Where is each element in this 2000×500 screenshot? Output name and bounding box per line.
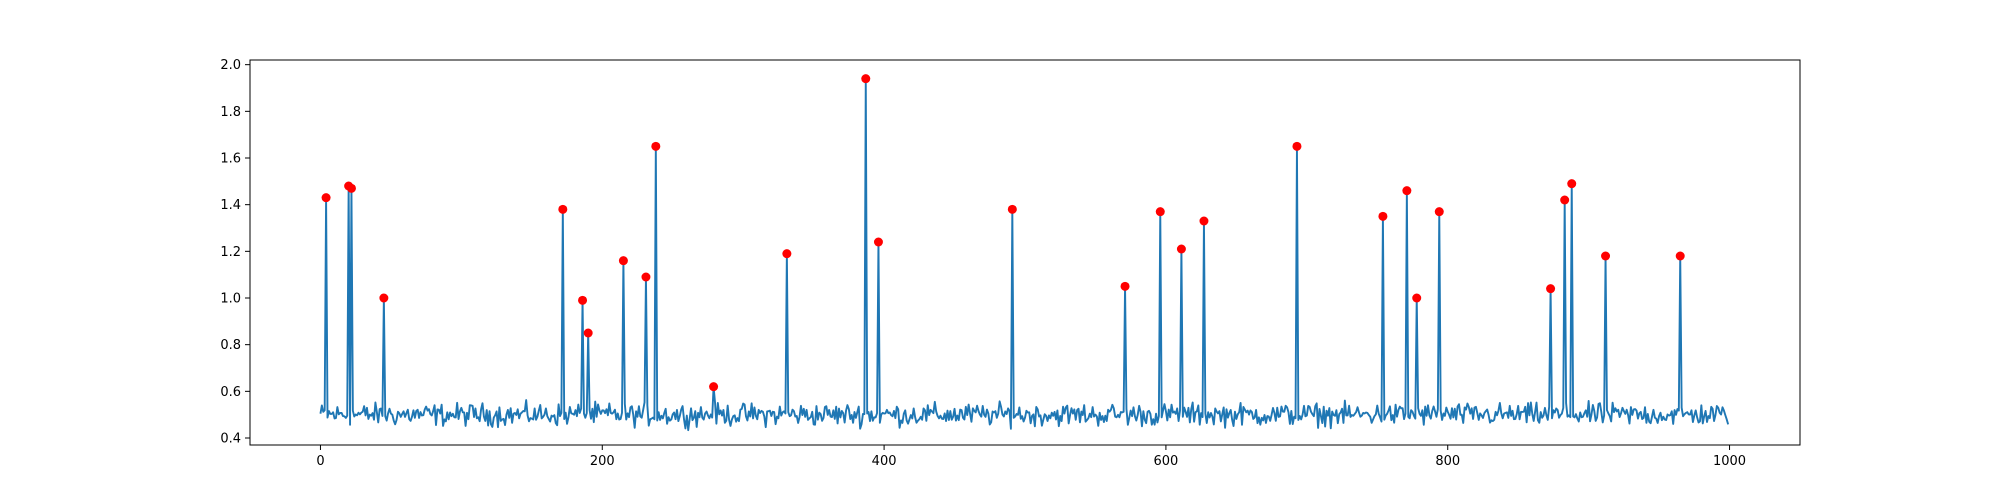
peak-marker — [558, 204, 568, 214]
peak-marker — [1176, 244, 1186, 254]
peak-marker — [1007, 204, 1017, 214]
signal-line — [319, 77, 1730, 432]
y-tick-label: 1.2 — [220, 245, 241, 260]
peak-markers — [321, 74, 1685, 392]
y-axis: 0.4 0.6 0.8 1.0 1.2 1.4 1.6 1.8 2.0 — [220, 58, 250, 447]
peak-marker — [1412, 293, 1422, 303]
peak-marker — [1199, 216, 1209, 226]
y-tick-label: 2.0 — [220, 58, 241, 73]
y-tick-label: 1.6 — [220, 152, 241, 167]
x-tick-label: 400 — [872, 454, 897, 469]
x-tick-label: 200 — [590, 454, 615, 469]
y-tick-label: 1.0 — [220, 292, 241, 307]
peak-marker — [1675, 251, 1685, 261]
peak-marker — [618, 256, 628, 266]
x-tick-label: 0 — [316, 454, 324, 469]
peak-marker — [1155, 207, 1165, 217]
peak-marker — [641, 272, 651, 282]
peak-marker — [709, 382, 719, 392]
peak-marker — [861, 74, 871, 84]
peak-marker — [1378, 211, 1388, 221]
y-tick-label: 0.4 — [220, 432, 241, 447]
peak-marker — [321, 193, 331, 203]
peak-marker — [379, 293, 389, 303]
peak-marker — [1567, 179, 1577, 189]
peak-marker — [1292, 141, 1302, 151]
peak-marker — [1120, 281, 1130, 291]
y-tick-label: 0.8 — [220, 338, 241, 353]
x-tick-label: 600 — [1153, 454, 1178, 469]
y-tick-label: 1.8 — [220, 105, 241, 120]
peak-marker — [1560, 195, 1570, 205]
peak-marker — [1402, 186, 1412, 196]
peak-marker — [1546, 284, 1556, 294]
peak-marker — [651, 141, 661, 151]
x-tick-label: 800 — [1435, 454, 1460, 469]
peak-marker — [346, 183, 356, 193]
peak-marker — [1434, 207, 1444, 217]
peak-marker — [1601, 251, 1611, 261]
plot-area — [319, 74, 1730, 432]
peak-marker — [782, 249, 792, 259]
y-tick-label: 0.6 — [220, 385, 241, 400]
x-tick-label: 1000 — [1713, 454, 1746, 469]
x-axis: 0 200 400 600 800 1000 — [316, 445, 1746, 469]
peak-marker — [578, 295, 588, 305]
y-tick-label: 1.4 — [220, 198, 241, 213]
axes-frame — [249, 59, 1801, 446]
peak-marker — [873, 237, 883, 247]
peak-marker — [583, 328, 593, 338]
